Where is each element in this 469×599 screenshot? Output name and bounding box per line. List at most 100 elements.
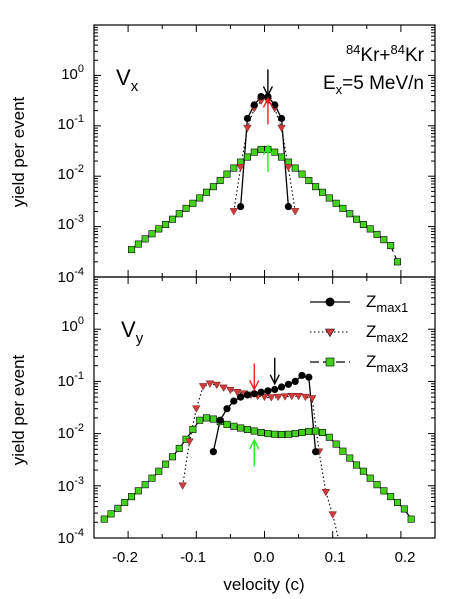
legend-marker-circle [325, 297, 335, 307]
data-point-zmax3 [353, 461, 361, 469]
data-point-zmax3 [243, 425, 251, 433]
data-point-zmax3 [312, 183, 320, 191]
data-point-zmax1 [284, 380, 292, 388]
y-tick-label: 100 [61, 315, 84, 335]
data-point-zmax1 [209, 448, 217, 456]
data-point-zmax2 [198, 383, 208, 391]
y-tick-label: 10-3 [58, 475, 84, 495]
data-point-zmax3 [291, 430, 299, 438]
data-point-zmax2 [284, 164, 293, 172]
data-point-zmax2 [328, 511, 337, 519]
data-point-zmax1 [243, 114, 252, 123]
data-point-zmax3 [250, 148, 258, 156]
data-point-zmax3 [284, 430, 292, 438]
data-point-zmax3 [298, 170, 306, 178]
data-point-zmax3 [230, 164, 238, 172]
data-point-zmax3 [182, 204, 190, 212]
data-point-zmax3 [141, 481, 149, 489]
data-point-zmax1 [237, 393, 245, 401]
data-point-zmax3 [257, 428, 265, 436]
data-point-zmax1 [264, 387, 272, 395]
data-point-zmax2 [260, 393, 269, 402]
data-point-zmax3 [339, 204, 347, 212]
data-point-zmax3 [155, 225, 163, 233]
data-point-zmax3 [141, 235, 149, 243]
data-point-zmax3 [373, 481, 381, 489]
bottom-y-tick-labels: 100 10-1 10-2 10-3 10-4 [58, 315, 84, 547]
top-panel-ticks [93, 24, 436, 278]
data-point-zmax3 [318, 428, 326, 436]
data-point-zmax3 [353, 215, 361, 223]
data-point-zmax3 [373, 230, 381, 238]
y-tick-label: 10-2 [58, 422, 84, 442]
data-point-zmax3 [155, 467, 163, 475]
data-point-zmax3 [387, 493, 395, 501]
y-tick-label: 10-2 [58, 163, 84, 183]
data-point-zmax3 [278, 431, 286, 439]
data-point-zmax1 [237, 202, 245, 211]
data-point-zmax3 [312, 427, 320, 435]
data-point-zmax3 [162, 221, 170, 229]
data-point-zmax3 [271, 430, 279, 438]
reaction-label: 84Kr+84Kr [346, 42, 425, 66]
data-point-zmax3 [359, 467, 367, 475]
data-point-zmax2 [277, 124, 286, 133]
top-y-tick-labels: 100 10-1 10-2 10-3 10-4 [58, 63, 84, 286]
data-point-zmax3 [134, 487, 142, 495]
data-point-zmax2 [273, 393, 283, 402]
legend-label: Zmax3 [366, 352, 408, 375]
data-point-zmax3 [359, 221, 367, 229]
data-point-zmax1 [230, 397, 238, 405]
data-point-zmax3 [148, 230, 156, 238]
data-point-zmax2 [287, 392, 297, 401]
data-point-zmax1 [250, 390, 258, 398]
data-point-zmax3 [332, 440, 340, 448]
x-tick-label: 0.2 [395, 549, 416, 566]
data-point-zmax3 [366, 474, 374, 482]
green-arrow [249, 438, 260, 467]
top-panel-data [128, 92, 401, 266]
black-arrow [262, 69, 274, 98]
data-point-zmax1 [284, 202, 292, 211]
data-point-zmax2 [219, 384, 228, 392]
legend-marker-triangle [324, 328, 336, 338]
series-line-zmax1 [212, 374, 317, 452]
series-line-zmax2 [182, 383, 339, 538]
data-point-zmax3 [168, 453, 176, 461]
data-point-zmax1 [312, 448, 320, 456]
y-tick-label: 10-1 [58, 370, 84, 390]
data-point-zmax1 [277, 114, 286, 123]
data-point-zmax3 [346, 210, 354, 218]
data-point-zmax2 [308, 395, 317, 403]
data-point-zmax1 [216, 416, 224, 424]
y-tick-label: 10-1 [58, 113, 84, 133]
x-tick-label: -0.1 [180, 549, 206, 566]
data-point-zmax3 [216, 177, 224, 185]
legend-entry-zmax2: Zmax2 [310, 322, 408, 345]
data-point-zmax3 [393, 498, 401, 506]
data-point-zmax2 [205, 380, 215, 388]
data-point-zmax3 [114, 504, 122, 512]
black-arrow [269, 357, 280, 386]
data-point-zmax1 [291, 377, 299, 385]
data-point-zmax3 [209, 415, 217, 423]
data-point-zmax3 [325, 194, 333, 202]
centroid-arrows [249, 69, 280, 467]
bottom-panel-frame [93, 276, 436, 539]
data-point-zmax3 [203, 188, 211, 196]
y-tick-label: 10-3 [58, 213, 84, 233]
data-point-zmax3 [298, 428, 306, 436]
x-tick-label: 0.0 [254, 549, 275, 566]
data-point-zmax2 [178, 482, 187, 490]
data-point-zmax2 [226, 386, 235, 395]
data-point-zmax3 [189, 199, 197, 207]
data-point-zmax3 [332, 199, 340, 207]
x-tick-label: -0.2 [112, 549, 138, 566]
x-tick-label: 0.1 [325, 549, 346, 566]
series-line-zmax3 [131, 148, 399, 263]
data-point-zmax2 [192, 405, 201, 413]
data-point-zmax1 [243, 391, 252, 399]
data-point-zmax3 [278, 153, 286, 161]
data-point-zmax2 [321, 489, 331, 497]
